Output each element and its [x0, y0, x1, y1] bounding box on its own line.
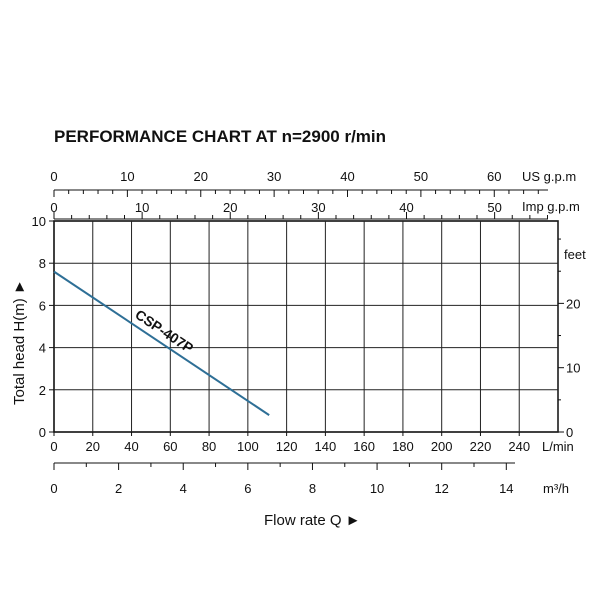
tick-label: 60 — [487, 169, 501, 184]
tick-label: 30 — [267, 169, 281, 184]
x-axis-label: Flow rate Q ► — [264, 512, 361, 529]
x-tick-label: 220 — [470, 439, 492, 454]
tick-label: 40 — [340, 169, 354, 184]
tick-label: 30 — [311, 200, 325, 215]
unit-label: m³/h — [543, 481, 569, 496]
m3h-axis: 0 2 4 6 8 10 12 14 m³/h — [50, 462, 569, 496]
tick-label: 10 — [120, 169, 134, 184]
tick-label: 14 — [499, 481, 513, 496]
tick-label: 10 — [370, 481, 384, 496]
unit-label: US g.p.m — [522, 169, 576, 184]
series-layer: CSP-407P — [53, 270, 270, 416]
x-tick-label: 80 — [202, 439, 216, 454]
tick-label: 40 — [399, 200, 413, 215]
imp-gpm-axis: 0 10 20 30 40 50 Imp g.p.m — [50, 199, 580, 220]
x-tick-label: 160 — [353, 439, 375, 454]
tick-label: 20 — [223, 200, 237, 215]
x-tick-label: 180 — [392, 439, 414, 454]
feet-axis-label: feet — [564, 247, 586, 262]
unit-label: Imp g.p.m — [522, 199, 580, 214]
x-tick-label: 140 — [315, 439, 337, 454]
tick-label: 8 — [309, 481, 316, 496]
feet-tick-label: 10 — [566, 361, 580, 376]
x-tick-label: 20 — [86, 439, 100, 454]
tick-label: 10 — [135, 200, 149, 215]
tick-label: 0 — [50, 169, 57, 184]
x-tick-label: 60 — [163, 439, 177, 454]
series-line — [53, 270, 270, 416]
x-tick-label: 100 — [237, 439, 259, 454]
y-axis: 0 2 4 6 8 10 — [32, 214, 54, 440]
feet-axis: feet 0 10 20 — [558, 238, 586, 440]
y-tick-label: 10 — [32, 214, 46, 229]
tick-label: 6 — [244, 481, 251, 496]
y-tick-label: 8 — [39, 256, 46, 271]
tick-label: 4 — [180, 481, 187, 496]
y-tick-label: 0 — [39, 425, 46, 440]
y-axis-label: Total head H(m) ► — [11, 279, 28, 405]
y-tick-label: 4 — [39, 341, 46, 356]
y-tick-label: 2 — [39, 383, 46, 398]
plot-frame — [53, 220, 559, 433]
tick-label: 12 — [434, 481, 448, 496]
x-axis-lmin: 0 20 40 60 80 100 120 140 160 180 200 220 240 — [50, 432, 530, 454]
feet-tick-label: 20 — [566, 296, 580, 311]
plot-grid — [53, 220, 559, 433]
tick-label: 20 — [194, 169, 208, 184]
y-tick-label: 6 — [39, 298, 46, 313]
x-tick-label: 40 — [124, 439, 138, 454]
x-tick-label: 120 — [276, 439, 298, 454]
feet-tick-label: 0 — [566, 425, 573, 440]
us-gpm-axis: 0 10 20 30 40 50 60 US g.p.m — [50, 169, 576, 197]
chart-title: PERFORMANCE CHART AT n=2900 r/min — [54, 127, 386, 146]
tick-label: 2 — [115, 481, 122, 496]
x-tick-label: 0 — [50, 439, 57, 454]
tick-label: 50 — [487, 200, 501, 215]
x-tick-label: 200 — [431, 439, 453, 454]
tick-label: 0 — [50, 200, 57, 215]
tick-label: 0 — [50, 481, 57, 496]
x-unit-label: L/min — [542, 439, 574, 454]
tick-label: 50 — [414, 169, 428, 184]
x-tick-label: 240 — [508, 439, 530, 454]
